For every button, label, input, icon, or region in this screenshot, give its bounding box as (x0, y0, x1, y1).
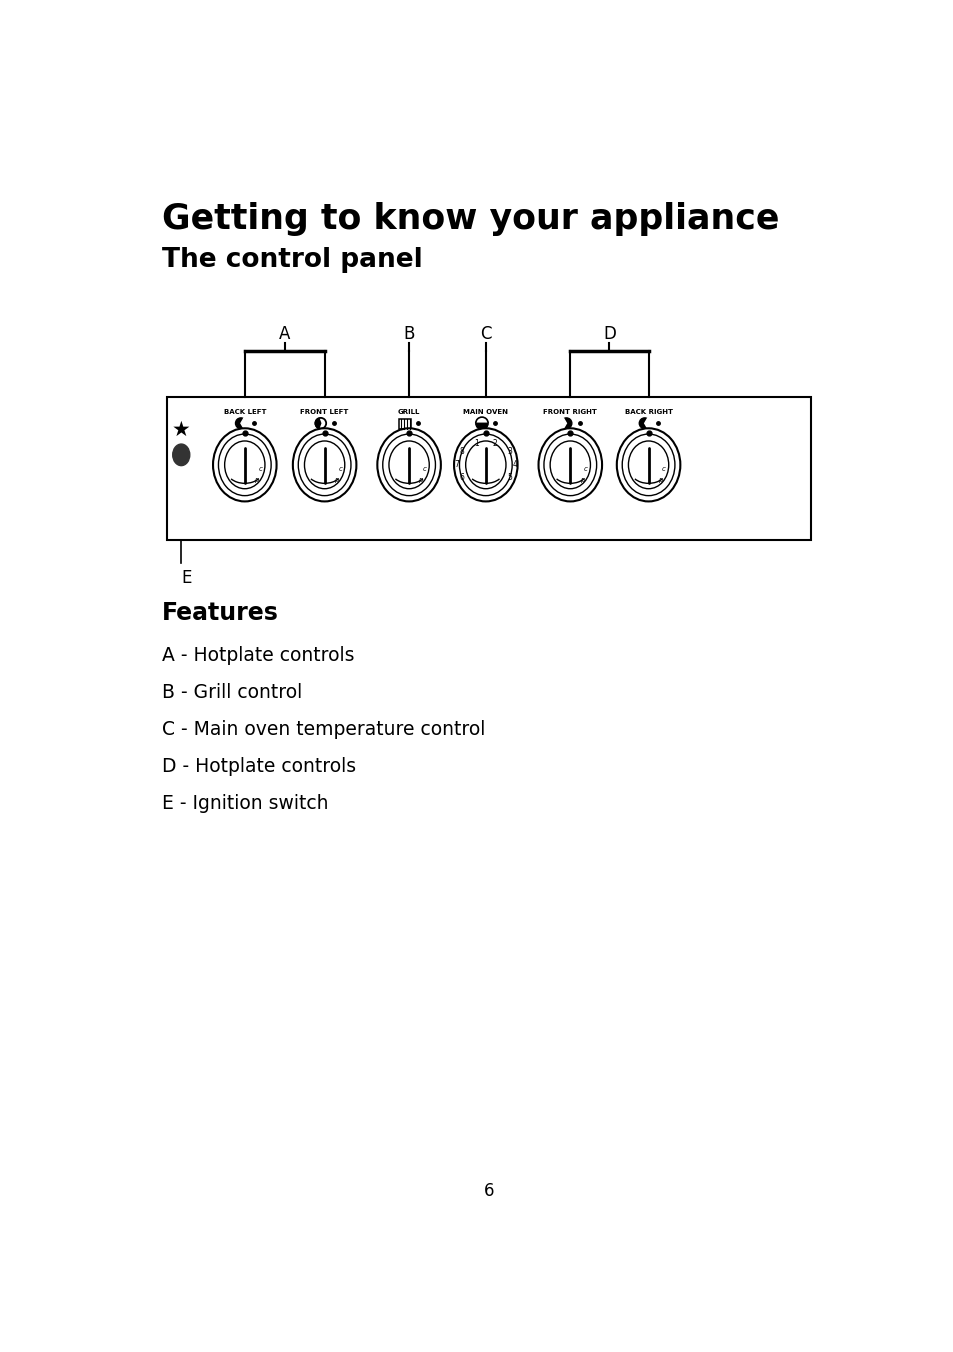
Text: c: c (583, 465, 587, 472)
Ellipse shape (377, 429, 440, 502)
Ellipse shape (550, 441, 590, 488)
Ellipse shape (628, 441, 668, 488)
Text: 4: 4 (513, 460, 517, 469)
Ellipse shape (465, 441, 505, 488)
Text: B - Grill control: B - Grill control (162, 683, 302, 702)
Text: p: p (334, 477, 338, 483)
Wedge shape (559, 418, 566, 429)
Text: C: C (479, 326, 491, 343)
Text: D: D (602, 326, 616, 343)
Circle shape (315, 418, 326, 429)
Ellipse shape (218, 434, 271, 496)
Wedge shape (476, 423, 488, 430)
Text: A - Hotplate controls: A - Hotplate controls (162, 646, 354, 665)
Circle shape (560, 418, 571, 429)
Text: B: B (403, 326, 415, 343)
Bar (398, 419, 411, 430)
Text: 3: 3 (507, 448, 512, 457)
Wedge shape (241, 418, 247, 429)
Text: E - Ignition switch: E - Ignition switch (162, 794, 328, 813)
Text: D - Hotplate controls: D - Hotplate controls (162, 757, 355, 776)
Ellipse shape (537, 429, 601, 502)
Text: E: E (181, 569, 192, 587)
Ellipse shape (459, 434, 512, 496)
Text: FRONT RIGHT: FRONT RIGHT (543, 410, 597, 415)
Text: c: c (661, 465, 665, 472)
Ellipse shape (213, 429, 276, 502)
Text: 1: 1 (474, 439, 478, 449)
Bar (167, 397, 810, 539)
Text: 2: 2 (492, 439, 497, 449)
Text: The control panel: The control panel (162, 247, 422, 273)
Text: FRONT LEFT: FRONT LEFT (300, 410, 349, 415)
Text: BACK RIGHT: BACK RIGHT (624, 410, 672, 415)
Ellipse shape (621, 434, 674, 496)
Text: p: p (253, 477, 258, 483)
Ellipse shape (293, 429, 356, 502)
Text: Features: Features (162, 602, 278, 625)
Circle shape (639, 418, 649, 429)
Ellipse shape (172, 443, 190, 465)
Ellipse shape (543, 434, 596, 496)
Wedge shape (644, 418, 650, 429)
Ellipse shape (224, 441, 265, 488)
Ellipse shape (617, 429, 679, 502)
Ellipse shape (389, 441, 429, 488)
Text: A: A (278, 326, 290, 343)
Text: p: p (658, 477, 661, 483)
Circle shape (235, 418, 246, 429)
Text: MAIN OVEN: MAIN OVEN (463, 410, 508, 415)
Text: Getting to know your appliance: Getting to know your appliance (162, 203, 779, 237)
Text: p: p (418, 477, 422, 483)
Wedge shape (315, 418, 320, 429)
Ellipse shape (454, 429, 517, 502)
Text: ★: ★ (172, 419, 191, 439)
Text: BACK LEFT: BACK LEFT (223, 410, 266, 415)
Text: 7: 7 (454, 460, 458, 469)
Text: c: c (422, 465, 426, 472)
Text: 6: 6 (458, 473, 464, 481)
Text: GRILL: GRILL (397, 410, 420, 415)
Ellipse shape (304, 441, 344, 488)
Text: p: p (579, 477, 583, 483)
Text: 6: 6 (483, 1183, 494, 1201)
Ellipse shape (298, 434, 351, 496)
Text: c: c (258, 465, 262, 472)
Ellipse shape (382, 434, 435, 496)
Text: 5: 5 (507, 473, 512, 481)
Text: 8: 8 (459, 448, 464, 457)
Text: C - Main oven temperature control: C - Main oven temperature control (162, 719, 485, 738)
Text: c: c (337, 465, 342, 472)
